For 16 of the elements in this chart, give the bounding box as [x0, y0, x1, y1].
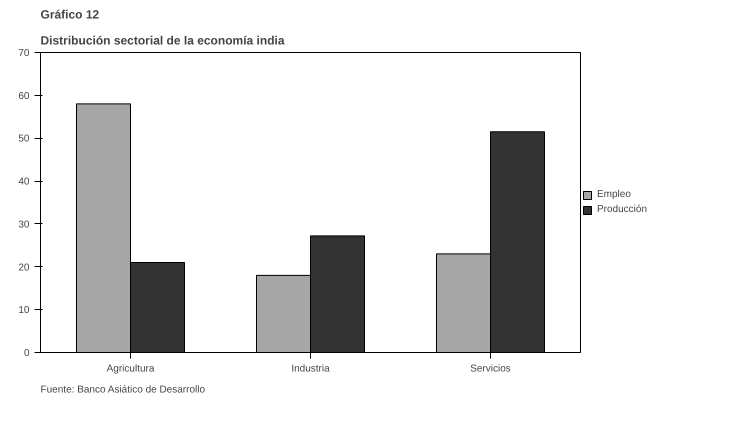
x-tick-label: Agricultura: [106, 364, 155, 374]
source-note: Fuente: Banco Asiático de Desarrollo: [40, 384, 206, 396]
chart-subtitle: Distribución sectorial de la economía india: [40, 34, 285, 48]
y-tick-label: 30: [18, 219, 30, 230]
x-tick-label: Industria: [291, 364, 330, 374]
legend-label: Empleo: [597, 189, 631, 200]
chart-title: Gráfico 12: [40, 8, 100, 22]
y-tick-label: 50: [18, 134, 30, 145]
y-tick-label: 40: [18, 176, 30, 188]
y-tick-label: 20: [18, 262, 30, 274]
x-tick-label: Servicios: [470, 364, 511, 374]
y-tick-label: 70: [18, 48, 30, 59]
legend-label: Producción: [597, 204, 648, 215]
y-tick-label: 60: [18, 90, 30, 102]
y-tick-label: 10: [18, 305, 30, 316]
y-tick-label: 0: [24, 348, 30, 359]
